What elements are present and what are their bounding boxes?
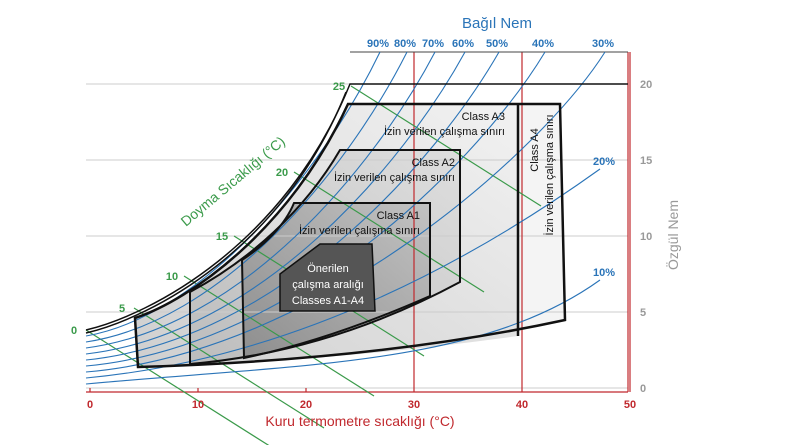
rh-tick-label: 90% [367, 38, 389, 50]
x-tick-label: 10 [192, 399, 204, 411]
rh-tick-label: 20% [593, 156, 615, 168]
rh-tick-label: 40% [532, 38, 554, 50]
y-tick-label: 5 [640, 307, 646, 319]
a3-desc: İzin verilen çalışma sınırı [384, 125, 505, 138]
rh-curve [85, 51, 606, 373]
a4-label: Class A4 [529, 128, 541, 171]
a2-label: Class A2 [412, 157, 455, 169]
wet-bulb-tick-label: 25 [333, 81, 345, 93]
a2-desc: İzin verilen çalışma sınırı [334, 171, 455, 184]
x-tick-label: 30 [408, 399, 420, 411]
rh-curve [85, 51, 436, 349]
wet-bulb-tick-label: 10 [166, 271, 178, 283]
y-axis-title: Özgül Nem [664, 200, 681, 270]
wet-bulb-tick-label: 5 [119, 303, 125, 315]
wet-bulb-line [293, 171, 485, 293]
x-axis-title: Kuru termometre sıcaklığı (°C) [265, 413, 454, 429]
wet-bulb-line [183, 275, 375, 397]
a4-desc: İzin verilen çalışma sınırı [543, 114, 556, 235]
x-tick-label: 20 [300, 399, 312, 411]
wet-bulb-tick-label: 15 [216, 231, 228, 243]
rh-curve [85, 51, 546, 367]
wet-bulb-line [350, 85, 542, 207]
a1-desc: İzin verilen çalışma sınırı [299, 224, 420, 237]
wet-bulb-line [133, 307, 325, 429]
wet-bulb-line [85, 329, 270, 445]
y-tick-label: 20 [640, 79, 652, 91]
recommended-region [279, 243, 376, 312]
x-tick-label: 50 [624, 399, 636, 411]
rh-title: Bağıl Nem [462, 15, 532, 32]
rh-tick-label: 60% [452, 38, 474, 50]
y-tick-label: 0 [640, 383, 646, 395]
y-tick-label: 10 [640, 231, 652, 243]
rh-tick-label: 80% [394, 38, 416, 50]
recommended-line1: Önerilen [307, 263, 349, 275]
rh-tick-label: 30% [592, 38, 614, 50]
wet-bulb-tick-label: 0 [71, 325, 77, 337]
wet-bulb-tick-label: 20 [276, 167, 288, 179]
rh-tick-label: 10% [593, 267, 615, 279]
y-tick-label: 15 [640, 155, 652, 167]
x-tick-label: 40 [516, 399, 528, 411]
a1-boundary [240, 202, 431, 360]
a3-label: Class A3 [462, 111, 505, 123]
x-tick-label: 0 [87, 399, 93, 411]
rh-curve [85, 51, 466, 355]
recommended-line3: Classes A1-A4 [292, 295, 364, 307]
a4-boundary [133, 102, 567, 369]
rh-tick-label: 50% [486, 38, 508, 50]
rh-curve [85, 51, 500, 361]
rh-curve [85, 279, 601, 385]
rh-tick-label: 70% [422, 38, 444, 50]
recommended-line2: çalışma aralığı [292, 279, 364, 291]
a1-label: Class A1 [377, 210, 420, 222]
